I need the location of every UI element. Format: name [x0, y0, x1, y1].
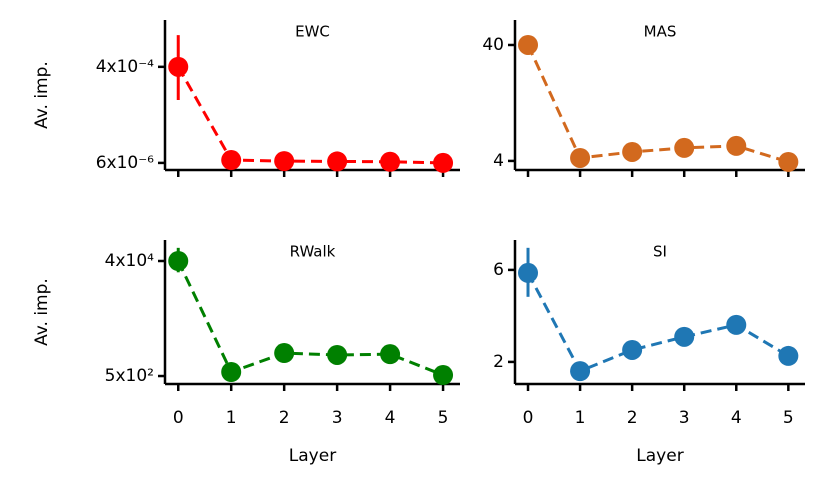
y-tick-label: 6	[493, 260, 504, 280]
x-tick-label: 2	[627, 408, 638, 428]
data-point	[570, 147, 591, 168]
y-tick-label: 5x10²	[105, 366, 154, 386]
data-point	[327, 151, 348, 172]
y-tick-label: 4	[493, 151, 504, 171]
data-point	[622, 339, 643, 360]
data-point	[221, 361, 242, 382]
x-tick-label: 5	[438, 408, 449, 428]
data-point	[433, 365, 454, 386]
x-tick-label: 0	[173, 408, 184, 428]
data-point	[433, 152, 454, 173]
x-tick-label: 2	[279, 408, 290, 428]
y-tick-label: 2	[493, 352, 504, 372]
y-tick-label: 6x10⁻⁶	[96, 153, 154, 173]
data-point	[274, 151, 295, 172]
data-point	[674, 137, 695, 158]
y-tick-label: 40	[482, 35, 504, 55]
data-point	[380, 151, 401, 172]
y-axis-label: Av. imp.	[32, 278, 52, 346]
data-point	[674, 326, 695, 347]
x-axis-label: Layer	[289, 446, 336, 466]
data-point	[778, 345, 799, 366]
data-point	[726, 135, 747, 156]
y-tick-label: 4x10⁻⁴	[96, 57, 154, 77]
data-point	[274, 343, 295, 364]
y-axis-label: Av. imp.	[32, 61, 52, 129]
data-point	[327, 344, 348, 365]
data-point	[221, 150, 242, 171]
x-tick-label: 3	[332, 408, 343, 428]
series-line	[176, 66, 444, 165]
x-tick-label: 1	[575, 408, 586, 428]
x-tick-label: 1	[226, 408, 237, 428]
data-point	[778, 151, 799, 172]
subplot-title: MAS	[644, 23, 677, 41]
x-tick-label: 4	[385, 408, 396, 428]
x-tick-label: 0	[523, 408, 534, 428]
subplot-title: RWalk	[290, 243, 336, 261]
series-line	[526, 44, 789, 164]
subplot-title: EWC	[295, 23, 330, 41]
data-point	[168, 56, 189, 77]
x-axis-label: Layer	[636, 446, 683, 466]
data-point	[570, 361, 591, 382]
data-point	[726, 314, 747, 335]
data-point	[518, 262, 539, 283]
subplot-title: SI	[653, 243, 667, 261]
x-tick-label: 5	[783, 408, 794, 428]
series-line	[526, 272, 790, 374]
x-tick-label: 4	[731, 408, 742, 428]
x-tick-label: 3	[679, 408, 690, 428]
y-tick-label: 4x10⁴	[105, 251, 155, 271]
series-line	[176, 260, 444, 377]
data-point	[518, 34, 539, 55]
data-point	[168, 250, 189, 271]
data-point	[380, 344, 401, 365]
data-point	[622, 141, 643, 162]
